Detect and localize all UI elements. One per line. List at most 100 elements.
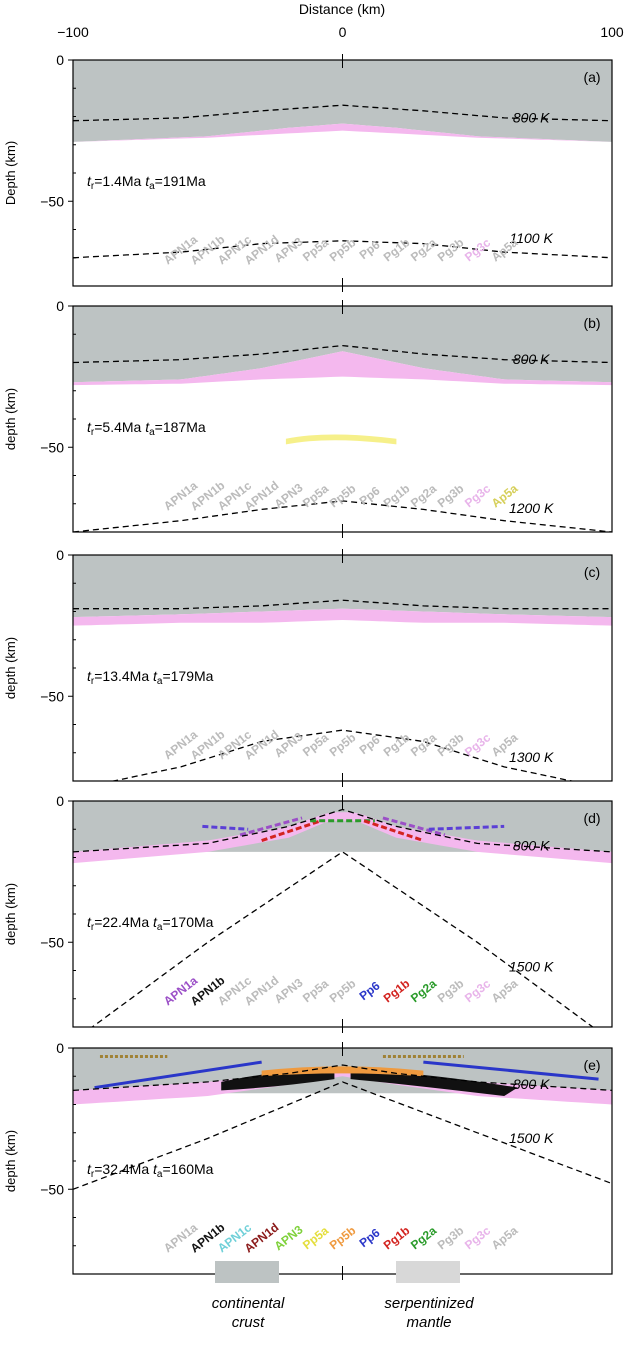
sample-label: Pg1b [381, 1223, 413, 1252]
sample-label: Pg3c [462, 235, 493, 264]
isotherm-label: 800 K [513, 838, 550, 854]
hydrated-mantle [73, 812, 612, 864]
legend-label-serp-2: mantle [406, 1314, 451, 1331]
sample-track [239, 816, 303, 837]
sample-label: Ap5a [489, 1223, 521, 1252]
y-tick-label: 0 [56, 298, 64, 314]
sample-cluster-left [221, 1070, 335, 1091]
sample-track-blue-right [423, 1060, 599, 1081]
y-axis-label: depth (km) [3, 883, 18, 945]
sample-label: Pg2a [408, 481, 439, 510]
y-axis-label: depth (km) [3, 388, 18, 450]
sample-label: Pg1b [381, 730, 413, 759]
sample-label: Pg3c [462, 730, 493, 759]
sample-label: Pp5a [300, 235, 331, 264]
y-tick-label: 0 [56, 1040, 64, 1056]
panel-label: (c) [584, 564, 600, 580]
isotherm-label: 1100 K [509, 230, 553, 246]
legend-label-serp-1: serpentinized [384, 1295, 474, 1312]
sample-label: Pp6 [357, 732, 383, 757]
sample-label: Pg3c [462, 976, 493, 1005]
continental-crust [73, 555, 612, 618]
panel-plot-area [73, 306, 612, 532]
panel-plot-area [73, 801, 612, 1027]
panel-label: (a) [583, 69, 600, 85]
panel-label: (d) [583, 810, 600, 826]
sample-track [428, 824, 505, 831]
isotherm-label: 1200 K [509, 500, 554, 516]
sample-label: Ap5a [489, 976, 521, 1005]
legend-label-crust-1: continental [212, 1295, 285, 1312]
isotherm-label: 800 K [513, 1076, 550, 1092]
sample-label: Pp5a [300, 976, 331, 1005]
time-label: tr=22.4Ma ta=170Ma [87, 914, 214, 933]
continental-crust [73, 60, 612, 142]
sample-label: Pp5b [327, 976, 359, 1005]
legend-swatch-crust [215, 1261, 279, 1283]
sample-track [261, 819, 322, 842]
sample-label: Pg2a [408, 730, 439, 759]
sample-track [202, 824, 249, 831]
panel-c: 1300 K 0 −50 depth (km) (c) tr=13.4Ma ta=179M… [3, 547, 613, 787]
panel-label: (e) [583, 1057, 600, 1073]
isotherm-line [73, 104, 612, 122]
y-axis-label: depth (km) [3, 637, 18, 699]
isotherm-line [110, 729, 575, 781]
panel-a: 800 K 1100 K 0 −50 Depth (km) (a) tr=1.4Ma ta=… [3, 52, 613, 292]
sample-label: Pp5b [327, 481, 359, 510]
sample-label: Pg2a [408, 1223, 439, 1252]
sample-label: Pg3c [462, 1223, 493, 1252]
y-tick-label: 0 [56, 793, 64, 809]
sample-label: Pg1b [381, 976, 413, 1005]
y-tick-label: −50 [40, 688, 64, 704]
x-axis-title: Distance (km) [299, 1, 385, 17]
sample-label: Pg3c [462, 481, 493, 510]
panel-d: 800 K 1500 K 0 −50 depth (km) (d) tr=22.4Ma ta… [3, 793, 613, 1033]
y-axis-label: depth (km) [3, 1130, 18, 1192]
isotherm-label: 800 K [513, 109, 550, 125]
time-label: tr=5.4Ma ta=187Ma [87, 419, 206, 438]
x-tick-label: 100 [600, 24, 624, 40]
panel-label: (b) [583, 315, 600, 331]
panel-b: 800 K 1200 K 0 −50 depth (km) (b) tr=5.4Ma ta=… [3, 298, 613, 538]
sample-label: Pg3b [435, 481, 467, 510]
time-label: tr=32.4Ma ta=160Ma [87, 1161, 214, 1180]
sample-label: Pp6 [357, 237, 383, 262]
y-tick-label: −50 [40, 193, 64, 209]
sample-label: Pg3b [435, 1223, 467, 1252]
y-tick-label: −50 [40, 934, 64, 950]
isotherm-line [73, 500, 612, 532]
panel-e: 800 K 1500 K 0 −50 depth (km) (e) tr=32.4Ma ta… [3, 1040, 613, 1280]
isotherm-line [91, 851, 594, 1027]
continental-crust [73, 306, 612, 383]
hydrated-mantle [73, 1067, 612, 1105]
y-tick-label: −50 [40, 1181, 64, 1197]
isotherm-label: 800 K [513, 351, 550, 367]
isotherm-line [73, 1081, 612, 1190]
sample-label: Pp6 [357, 978, 383, 1003]
sample-label: Pp5a [300, 481, 331, 510]
isotherm-line [73, 344, 612, 364]
panel-plot-area [73, 1048, 612, 1190]
sample-label: Pp6 [357, 1225, 383, 1250]
sample-label: Pp6 [357, 483, 383, 508]
sample-label: Pg2a [408, 235, 439, 264]
continental-crust [73, 801, 612, 852]
sample-track [382, 816, 446, 837]
time-label: tr=1.4Ma ta=191Ma [87, 173, 206, 192]
panel-plot-area [73, 555, 612, 781]
y-tick-label: 0 [56, 52, 64, 68]
sample-cluster-right [350, 1070, 518, 1097]
isotherm-line [73, 1064, 612, 1092]
isotherm-line [73, 808, 612, 853]
time-label: tr=13.4Ma ta=179Ma [87, 668, 214, 687]
melt-zone [285, 434, 397, 445]
isotherm-line [73, 240, 612, 259]
sample-cluster-center [261, 1066, 424, 1077]
sample-label: Pp5b [327, 235, 359, 264]
isotherm-label: 1300 K [509, 749, 554, 765]
hydrated-mantle [73, 351, 612, 386]
sample-label: Pg3b [435, 976, 467, 1005]
sample-label: Pg1b [381, 235, 413, 264]
